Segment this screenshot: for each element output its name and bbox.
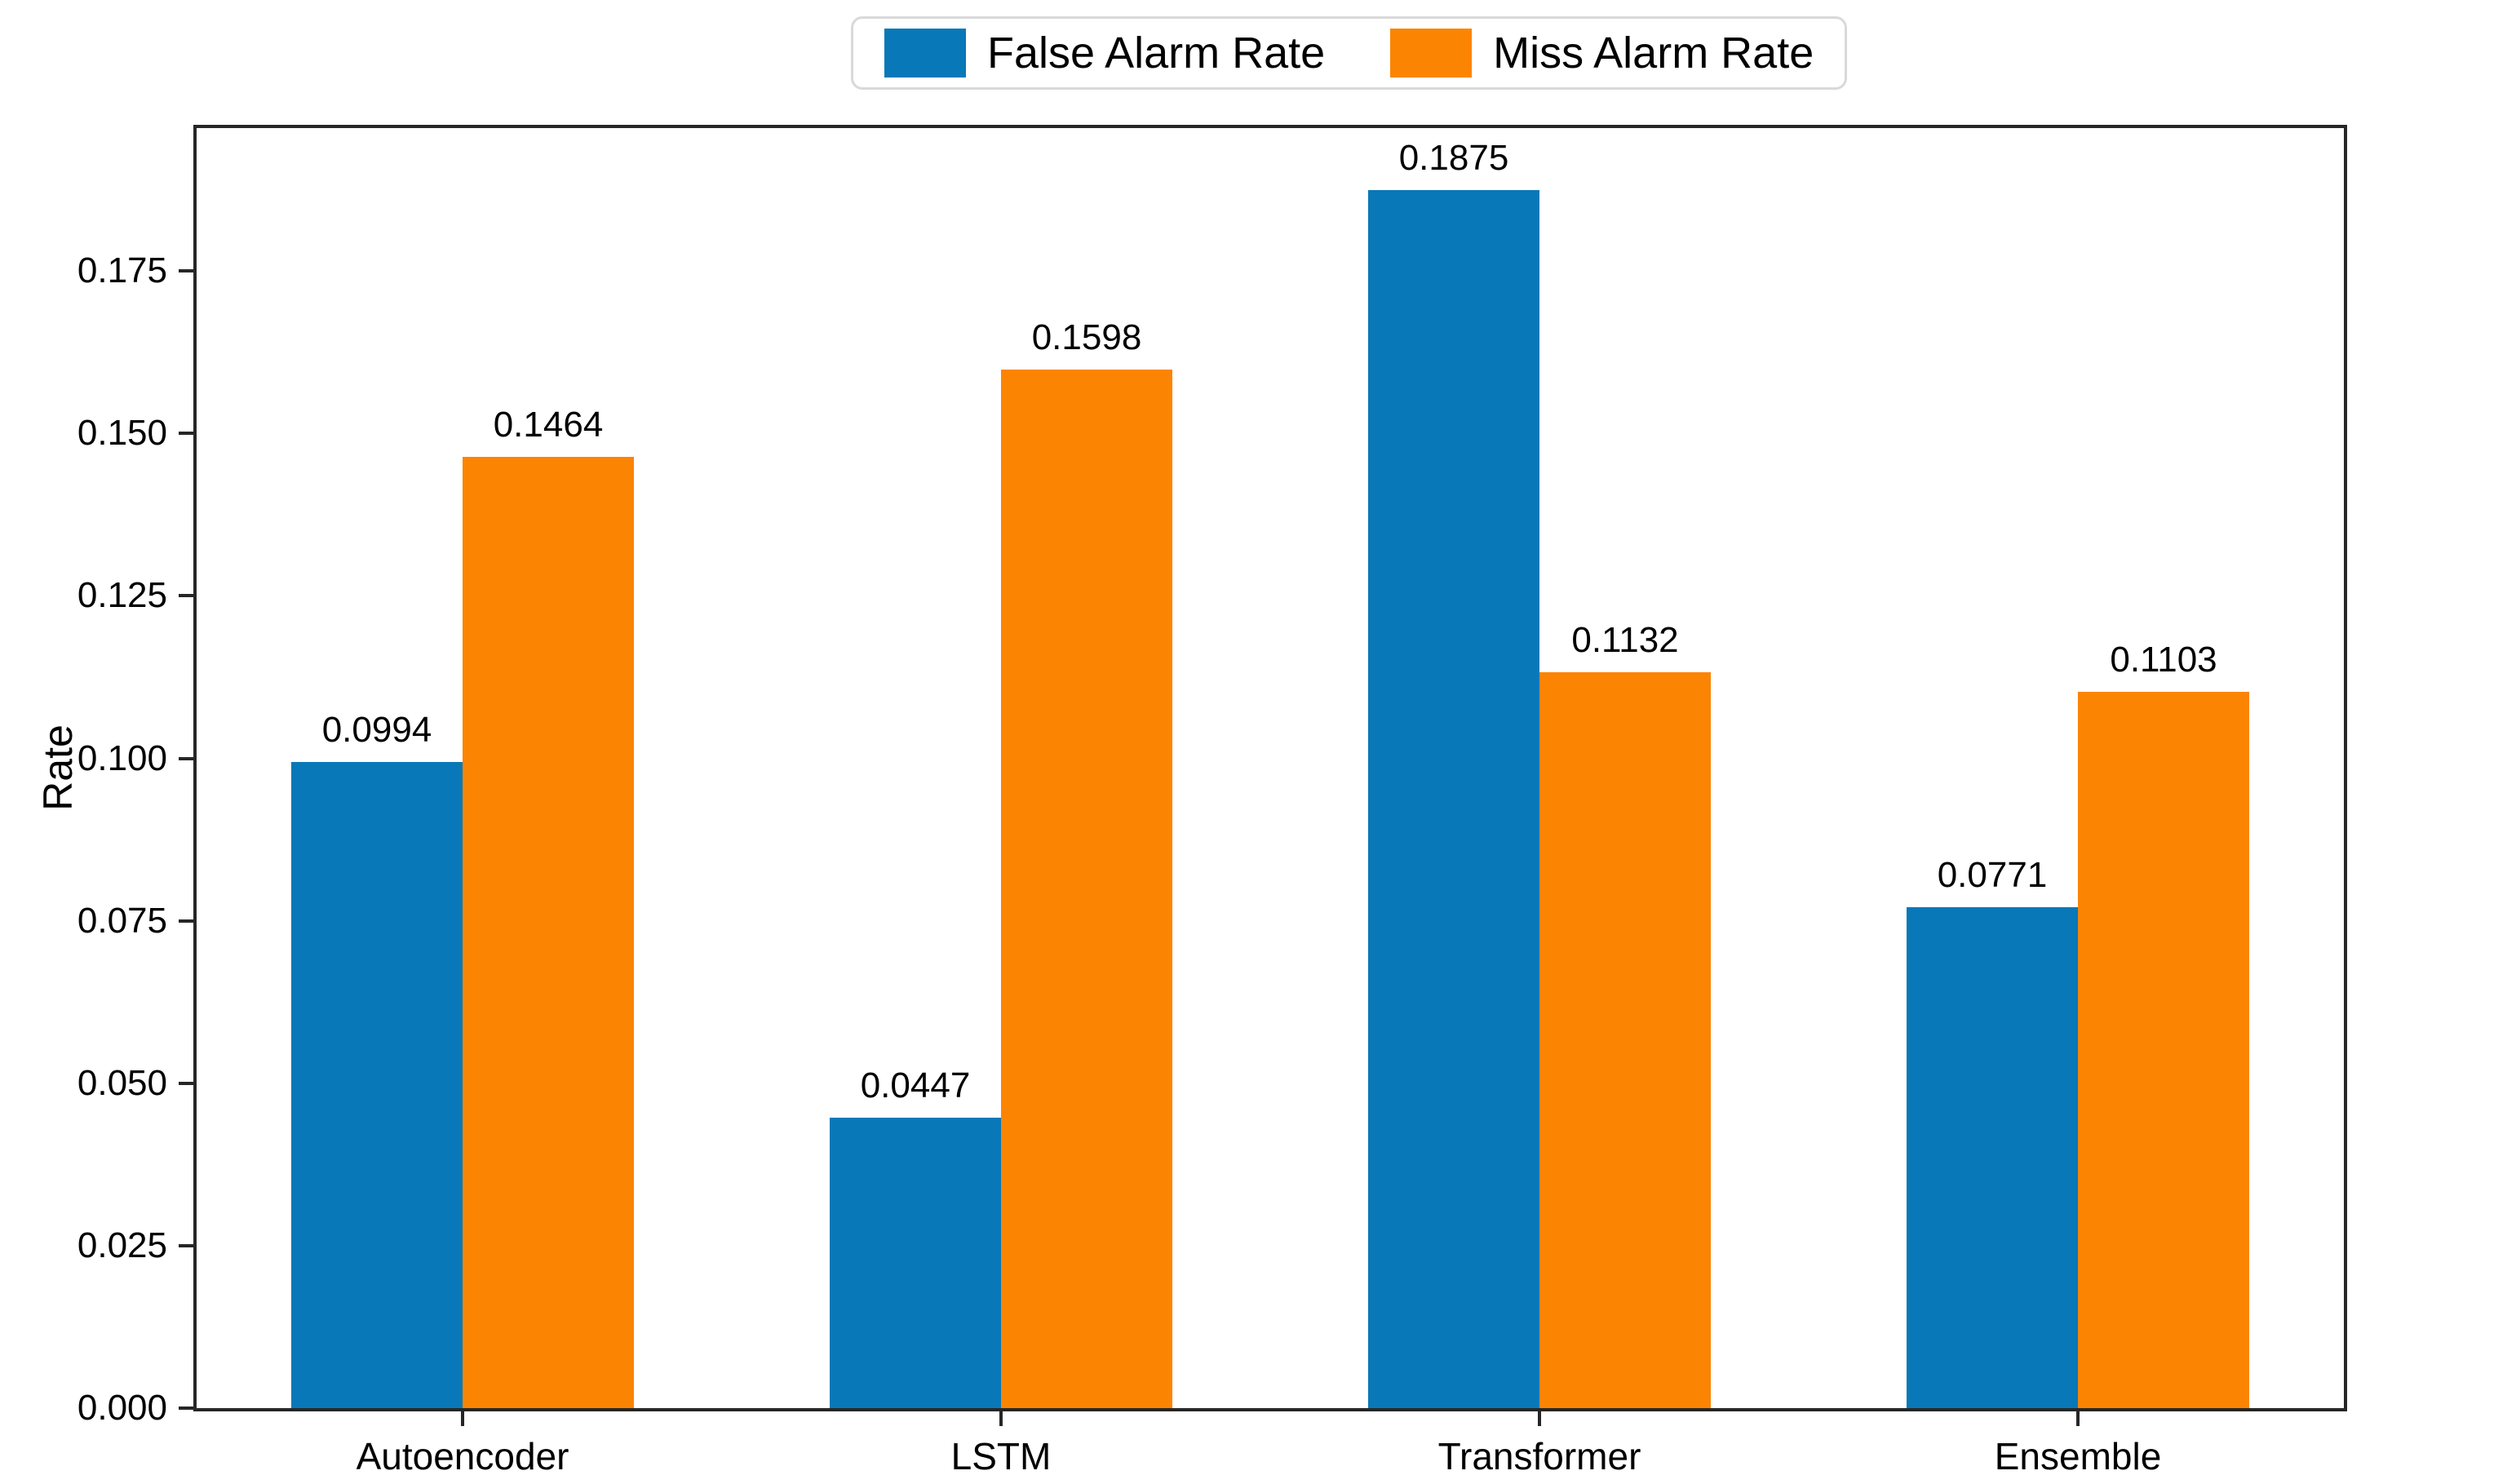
bar-miss-alarm-rate xyxy=(463,457,634,1408)
y-tick-label: 0.175 xyxy=(77,250,167,291)
bar-false-alarm-rate xyxy=(1368,189,1539,1408)
bar-value-label: 0.1132 xyxy=(1571,620,1679,661)
y-tick-mark xyxy=(179,1081,193,1085)
bar-value-label: 0.0771 xyxy=(1937,854,2048,895)
y-tick-label: 0.125 xyxy=(77,575,167,616)
y-tick-mark xyxy=(179,594,193,598)
plot-area: 0.0994 0.1464 0.0447 0.1598 0.1875 0.1132 0.07… xyxy=(193,125,2347,1411)
x-tick-mark xyxy=(999,1411,1003,1426)
y-tick-mark xyxy=(179,269,193,273)
x-category-label: LSTM xyxy=(950,1435,1052,1477)
bar-false-alarm-rate xyxy=(291,762,463,1408)
y-tick-label: 0.050 xyxy=(77,1062,167,1103)
legend-swatch-blue-icon xyxy=(884,29,966,78)
bar-miss-alarm-rate xyxy=(1001,370,1172,1408)
y-tick-label: 0.150 xyxy=(77,413,167,454)
y-tick-mark xyxy=(179,1406,193,1410)
bar-false-alarm-rate xyxy=(830,1118,1001,1408)
x-tick-mark xyxy=(2076,1411,2080,1426)
y-tick-mark xyxy=(179,432,193,436)
legend-label: False Alarm Rate xyxy=(987,29,1326,78)
y-tick-mark xyxy=(179,919,193,923)
bar-false-alarm-rate xyxy=(1907,906,2078,1408)
bar-value-label: 0.1875 xyxy=(1398,137,1509,178)
y-tick-label: 0.100 xyxy=(77,738,167,778)
legend-swatch-orange-icon xyxy=(1390,29,1473,78)
bar-value-label: 0.0994 xyxy=(321,710,432,751)
bar-value-label: 0.1598 xyxy=(1031,317,1142,358)
legend-entry-false-alarm-rate: False Alarm Rate xyxy=(884,28,1325,78)
bar-miss-alarm-rate xyxy=(1539,672,1711,1408)
x-category-label: Ensemble xyxy=(1994,1435,2162,1477)
bar-miss-alarm-rate xyxy=(2078,691,2249,1408)
y-tick-mark xyxy=(179,1243,193,1247)
y-tick-mark xyxy=(179,756,193,760)
y-tick-label: 0.025 xyxy=(77,1225,167,1265)
x-tick-mark xyxy=(461,1411,464,1426)
legend-label: Miss Alarm Rate xyxy=(1493,29,1814,78)
x-category-label: Autoencoder xyxy=(356,1435,569,1477)
y-tick-label: 0.000 xyxy=(77,1388,167,1428)
bar-value-label: 0.1464 xyxy=(493,405,604,445)
x-category-label: Transformer xyxy=(1437,1435,1641,1477)
x-tick-mark xyxy=(1538,1411,1541,1426)
bar-value-label: 0.0447 xyxy=(860,1065,971,1105)
legend-entry-miss-alarm-rate: Miss Alarm Rate xyxy=(1390,28,1814,78)
legend: False Alarm Rate Miss Alarm Rate xyxy=(851,16,1848,90)
bar-value-label: 0.1103 xyxy=(2110,639,2217,680)
y-tick-label: 0.075 xyxy=(77,900,167,941)
